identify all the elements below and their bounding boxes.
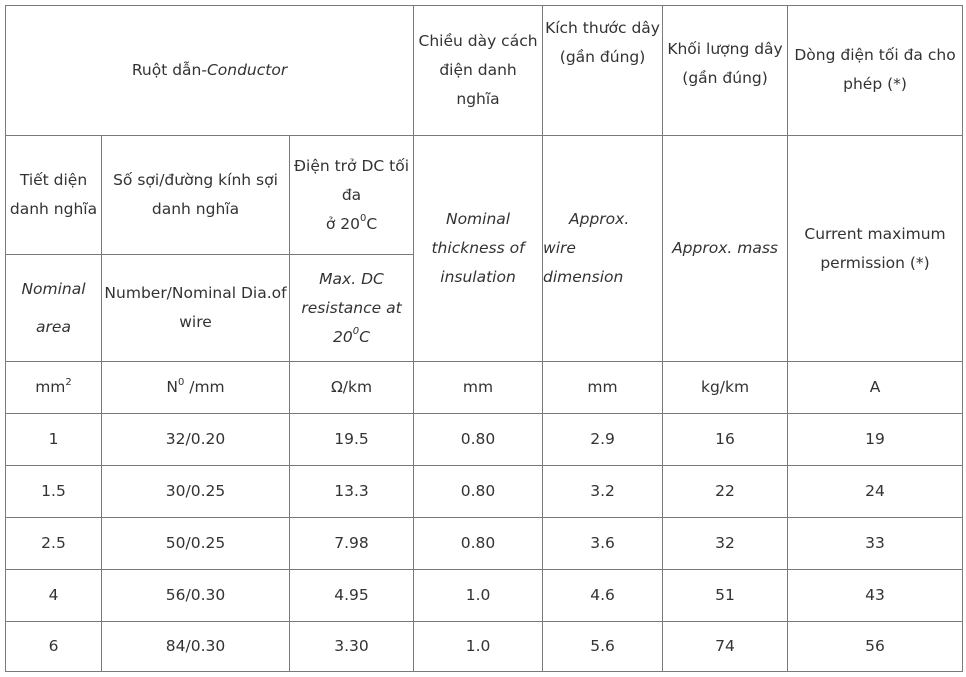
dimension-header-vi: Kích thước dây (gần đúng) [542, 5, 664, 136]
cell-mass: 51 [662, 569, 789, 622]
table-row: 1 32/0.20 19.5 0.80 2.9 16 19 [5, 413, 964, 466]
cell-insulation: 0.80 [413, 517, 544, 570]
cell-resistance: 7.98 [288, 517, 415, 570]
dimension-header-en-line2: wire dimension [543, 239, 624, 286]
unit-resistance: Ω/km [288, 361, 415, 414]
cell-wire: 84/0.30 [101, 621, 290, 672]
cell-dimension: 3.6 [542, 517, 664, 570]
cell-resistance: 19.5 [288, 413, 415, 466]
cell-dimension: 2.9 [542, 413, 664, 466]
unit-area: mm2 [5, 361, 102, 414]
insulation-header-en-line2: thickness of [431, 239, 525, 257]
cell-insulation: 1.0 [413, 569, 544, 622]
cell-mass: 22 [662, 465, 789, 518]
dimension-header-en-line1: Approx. [569, 210, 630, 228]
cell-area: 2.5 [5, 517, 102, 570]
resistance-header-vi-line3: ở 200C [325, 213, 378, 233]
wire-header-en: Number/Nominal Dia.of wire [101, 254, 290, 362]
cable-spec-table: Ruột dẫn-Conductor Chiều dày cách điện d… [4, 5, 964, 672]
cell-wire: 56/0.30 [101, 569, 290, 622]
current-header-en-line2: permission (*) [820, 253, 930, 272]
wire-header-vi-line1: Số sợi/đường kính sợi [113, 171, 278, 189]
area-header-en: Nominal area [5, 254, 102, 362]
resistance-header-vi-line1: Điện trở DC tối [294, 156, 410, 175]
mass-header-line1: Khối lượng dây [667, 40, 783, 58]
insulation-header-en-line1: Nominal [445, 210, 511, 228]
resistance-header-vi-line2: đa [341, 185, 362, 204]
wire-header-en-line1: Number/Nominal Dia.of [104, 284, 287, 302]
cell-dimension: 5.6 [542, 621, 664, 672]
cell-insulation: 0.80 [413, 413, 544, 466]
current-header-line2: phép (*) [843, 75, 907, 93]
cell-current: 33 [787, 517, 964, 570]
current-header-line1: Dòng điện tối đa cho [794, 46, 956, 64]
cell-current: 43 [787, 569, 964, 622]
wire-header-vi: Số sợi/đường kính sợi danh nghĩa [101, 135, 290, 255]
cell-mass: 16 [662, 413, 789, 466]
units-row: mm2 N0 /mm Ω/km mm mm kg/km A [5, 361, 964, 414]
resistance-header-vi: Điện trở DC tối đa ở 200C [288, 135, 415, 255]
cell-wire: 30/0.25 [101, 465, 290, 518]
area-header-en-line2: area [36, 318, 71, 336]
cell-wire: 32/0.20 [101, 413, 290, 466]
cell-current: 19 [787, 413, 964, 466]
dimension-header-en: Approx. wire dimension [542, 135, 664, 362]
header-row-vi: Tiết diện danh nghĩa Số sợi/đường kính s… [5, 135, 964, 362]
dimension-header-line2: (gần đúng) [559, 48, 646, 66]
conductor-header-vi: Ruột dẫn- [131, 61, 207, 79]
cell-wire: 50/0.25 [101, 517, 290, 570]
cell-mass: 32 [662, 517, 789, 570]
table-row: 6 84/0.30 3.30 1.0 5.6 74 56 [5, 621, 964, 672]
area-header-vi-line2: danh nghĩa [9, 200, 98, 218]
conductor-header-en: Conductor [206, 61, 288, 79]
area-header-en-line1: Nominal [21, 280, 86, 298]
cell-current: 56 [787, 621, 964, 672]
unit-wire: N0 /mm [101, 361, 290, 414]
unit-mass: kg/km [662, 361, 789, 414]
current-header-en: Current maximum permission (*) [787, 135, 964, 362]
insulation-header-en-line3: insulation [440, 268, 516, 286]
insulation-header-line2: điện danh nghĩa [439, 61, 517, 108]
mass-header-en: Approx. mass [662, 135, 789, 362]
current-header-en-line1: Current maximum [804, 224, 946, 243]
wire-header-vi-line2: danh nghĩa [151, 200, 240, 218]
table-row: 2.5 50/0.25 7.98 0.80 3.6 32 33 [5, 517, 964, 570]
area-header-vi-line1: Tiết diện [19, 171, 88, 189]
cell-dimension: 3.2 [542, 465, 664, 518]
wire-header-en-line2: wire [179, 313, 212, 331]
insulation-header-line1: Chiều dày cách [418, 32, 538, 50]
conductor-header: Ruột dẫn-Conductor [4, 5, 415, 136]
mass-header-line2: (gần đúng) [682, 69, 768, 87]
mass-header-en-line1: Approx. mass [672, 239, 778, 257]
resistance-header-en-line1: Max. DC [319, 269, 384, 288]
current-header-vi: Dòng điện tối đa cho phép (*) [787, 5, 964, 136]
cell-area: 6 [5, 621, 102, 672]
cell-mass: 74 [662, 621, 789, 672]
cell-insulation: 1.0 [413, 621, 544, 672]
mass-header-vi: Khối lượng dây (gần đúng) [662, 5, 789, 136]
table-row: 4 56/0.30 4.95 1.0 4.6 51 43 [5, 569, 964, 622]
cell-resistance: 4.95 [288, 569, 415, 622]
insulation-header-en: Nominal thickness of insulation [413, 135, 544, 362]
resistance-header-en-line3: 200C [333, 326, 370, 346]
cell-area: 4 [5, 569, 102, 622]
resistance-header-en: Max. DC resistance at 200C [288, 254, 415, 362]
dimension-header-line1: Kích thước dây [545, 19, 660, 37]
area-header-vi: Tiết diện danh nghĩa [5, 135, 102, 255]
cell-area: 1 [5, 413, 102, 466]
cell-dimension: 4.6 [542, 569, 664, 622]
header-row-en: Nominal area Number/Nominal Dia.of wire … [5, 254, 963, 362]
cell-insulation: 0.80 [413, 465, 544, 518]
resistance-header-en-line2: resistance at [301, 298, 402, 317]
unit-current: A [787, 361, 964, 414]
unit-dimension: mm [542, 361, 664, 414]
header-row-main: Ruột dẫn-Conductor Chiều dày cách điện d… [4, 5, 964, 136]
cell-area: 1.5 [5, 465, 102, 518]
cell-resistance: 3.30 [288, 621, 415, 672]
unit-insulation: mm [413, 361, 544, 414]
cell-resistance: 13.3 [288, 465, 415, 518]
insulation-header-vi: Chiều dày cách điện danh nghĩa [413, 5, 544, 136]
table-row: 1.5 30/0.25 13.3 0.80 3.2 22 24 [5, 465, 964, 518]
cell-current: 24 [787, 465, 964, 518]
